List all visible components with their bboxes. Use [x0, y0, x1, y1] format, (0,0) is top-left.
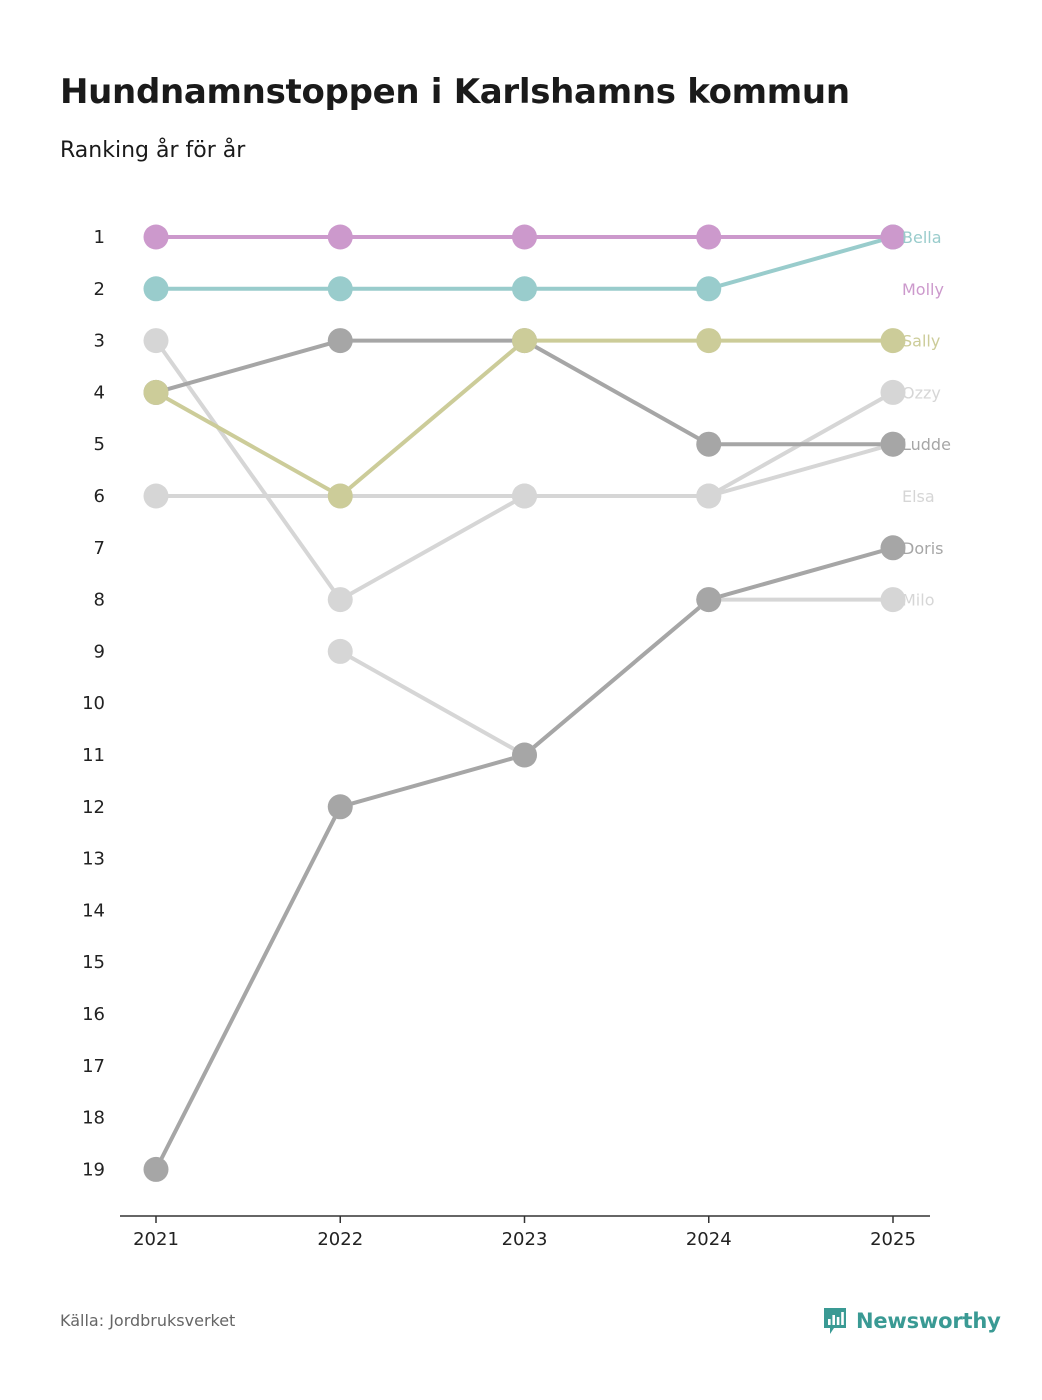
x-tick-label: 2025: [870, 1229, 916, 1250]
x-tick-label: 2022: [317, 1229, 363, 1250]
series-line-milo: [338, 649, 527, 757]
series-line-sally: [338, 338, 527, 498]
data-point-molly: [696, 224, 722, 250]
data-point-doris: [512, 742, 537, 768]
series-label-milo: Milo: [902, 591, 934, 610]
chart-title: Hundnamnstoppen i Karlshamns kommun: [60, 72, 850, 112]
data-point-milo: [880, 587, 906, 613]
series-label-ozzy: Ozzy: [902, 383, 941, 402]
data-point-sally: [143, 379, 169, 405]
series-line-doris: [338, 753, 527, 809]
data-point-sally: [880, 328, 906, 354]
data-point-molly: [880, 224, 906, 250]
y-tick-label: 17: [82, 1056, 105, 1077]
data-point-elsa: [143, 328, 169, 354]
series-line-bella: [706, 235, 895, 291]
data-point-doris: [696, 587, 722, 613]
y-tick-label: 11: [82, 745, 105, 766]
y-tick-label: 10: [82, 693, 105, 714]
data-point-elsa: [327, 587, 353, 613]
data-point-molly: [512, 224, 537, 250]
series-line-ludde: [522, 338, 711, 447]
x-axis-ticks: 2021 2022 2023 2024 2025: [133, 1216, 916, 1250]
series-label-elsa: Elsa: [902, 487, 935, 506]
data-point-elsa: [696, 483, 722, 509]
series-line-doris: [154, 804, 343, 1172]
data-point-doris: [143, 1156, 169, 1182]
brand-logo: Newsworthy: [822, 1306, 1001, 1336]
brand-name: Newsworthy: [856, 1309, 1001, 1333]
data-point-bella: [327, 276, 353, 302]
data-point-doris: [327, 794, 353, 820]
series-lines: [154, 235, 895, 1172]
data-point-bella: [696, 276, 722, 302]
series-label-molly: Molly: [902, 280, 944, 299]
y-tick-label: 13: [82, 849, 105, 870]
data-point-molly: [327, 224, 353, 250]
data-point-bella: [512, 276, 537, 302]
series-line-doris: [522, 597, 711, 757]
series-label-sally: Sally: [902, 332, 940, 351]
data-point-bella: [143, 276, 169, 302]
y-tick-label: 1: [94, 227, 105, 248]
series-labels: Bella Molly Sally Ozzy Ludde Elsa Doris Milo: [902, 228, 951, 610]
y-tick-label: 6: [94, 486, 105, 507]
chart-subtitle: Ranking år för år: [60, 138, 246, 163]
x-tick-label: 2023: [502, 1229, 548, 1250]
series-label-doris: Doris: [902, 539, 943, 558]
y-tick-label: 4: [94, 382, 105, 403]
y-tick-label: 16: [82, 1004, 105, 1025]
x-tick-label: 2021: [133, 1229, 179, 1250]
data-point-elsa: [512, 483, 537, 509]
data-point-ozzy: [143, 483, 169, 509]
y-tick-label: 7: [94, 538, 105, 559]
series-points: [143, 224, 906, 1182]
y-tick-label: 15: [82, 952, 105, 973]
newsworthy-logo-icon: [824, 1308, 846, 1334]
y-tick-label: 14: [82, 900, 105, 921]
series-line-elsa: [706, 442, 895, 498]
data-point-molly: [143, 224, 169, 250]
series-label-ludde: Ludde: [902, 435, 951, 454]
data-point-ludde: [880, 431, 906, 457]
data-point-ludde: [696, 431, 722, 457]
y-tick-label: 18: [82, 1108, 105, 1129]
data-point-ozzy: [880, 379, 906, 405]
series-line-doris: [706, 545, 895, 602]
y-tick-label: 12: [82, 797, 105, 818]
series-line-elsa: [154, 338, 343, 602]
series-line-ludde: [154, 338, 343, 395]
series-line-sally: [154, 390, 343, 498]
series-label-bella: Bella: [902, 228, 942, 247]
data-point-doris: [880, 535, 906, 561]
data-point-milo: [327, 638, 353, 664]
data-point-sally: [696, 328, 722, 354]
y-tick-label: 19: [82, 1159, 105, 1180]
y-tick-label: 5: [94, 434, 105, 455]
series-line-elsa: [338, 494, 527, 602]
y-tick-label: 8: [94, 590, 105, 611]
y-tick-label: 2: [94, 279, 105, 300]
x-tick-label: 2024: [686, 1229, 732, 1250]
y-tick-label: 9: [94, 641, 105, 662]
y-tick-label: 3: [94, 331, 105, 352]
data-point-sally: [512, 328, 537, 354]
data-point-sally: [327, 483, 353, 509]
data-point-ludde: [327, 328, 353, 354]
source-note: Källa: Jordbruksverket: [60, 1311, 236, 1330]
